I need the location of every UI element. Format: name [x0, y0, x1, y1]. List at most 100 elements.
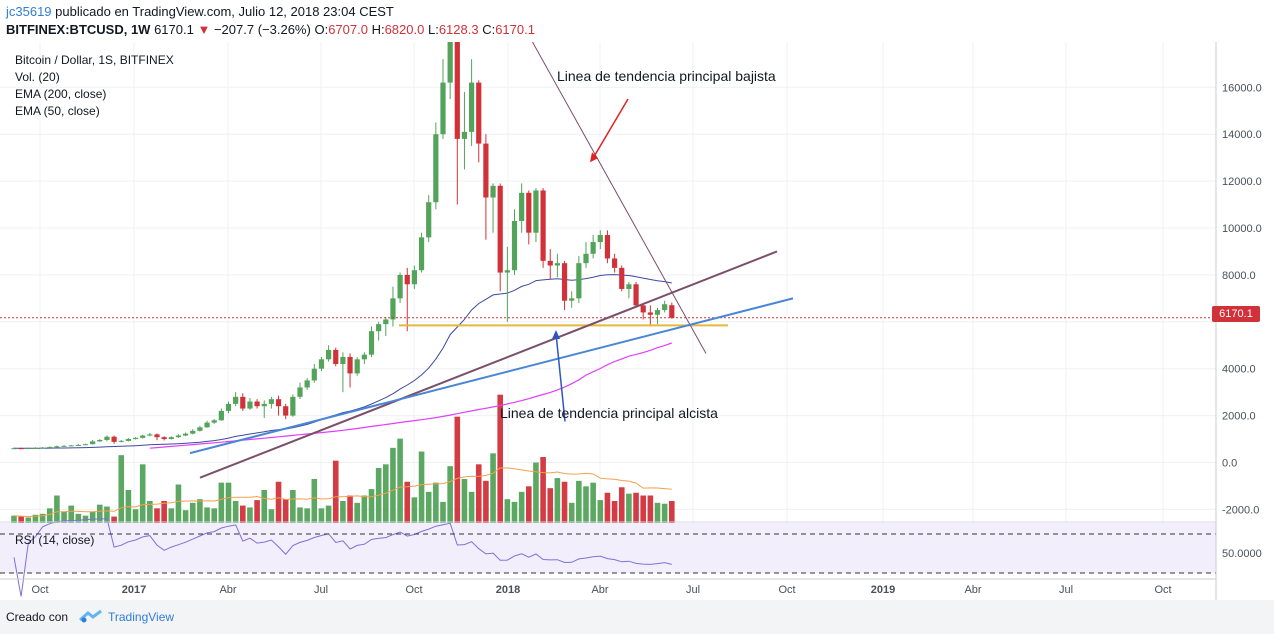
candle [626, 281, 632, 299]
volume-bar [475, 464, 482, 523]
candle [511, 209, 518, 275]
candle [547, 249, 553, 280]
candle-body [318, 359, 325, 369]
candle-body [404, 274, 410, 285]
volume-bar [54, 495, 60, 523]
candle-body [504, 270, 510, 273]
tradingview-link[interactable]: TradingView [108, 610, 175, 624]
candle-body [540, 190, 546, 261]
candle [662, 300, 668, 313]
candle-body [211, 420, 217, 423]
candle [504, 246, 510, 322]
candle [612, 253, 618, 273]
candle-body [40, 447, 46, 449]
candle-body [140, 435, 146, 438]
candle-body [433, 134, 439, 203]
chart-area[interactable]: Linea de tendencia principal bajista Line… [0, 0, 1274, 600]
bearish-annotation: Linea de tendencia principal bajista [557, 68, 776, 84]
candle [583, 242, 589, 268]
x-tick-label: Jul [686, 584, 700, 596]
volume-bar [454, 416, 461, 523]
last-price-tag: 6170.1 [1212, 306, 1260, 322]
candle-body [347, 356, 353, 374]
candle-body [190, 430, 196, 434]
candle-body [533, 190, 539, 233]
candle-body [175, 435, 182, 438]
price-chart[interactable]: Linea de tendencia principal bajista Line… [0, 0, 1274, 600]
candle-body [354, 359, 360, 374]
volume-bar [561, 481, 568, 523]
candle [426, 195, 432, 243]
symbol-line: BITFINEX:BTCUSD, 1W 6170.1 ▼ −207.7 (−3.… [6, 22, 535, 37]
candle-body [183, 433, 189, 436]
candle [340, 352, 346, 393]
candle-body [204, 422, 210, 428]
candle-body [297, 387, 303, 397]
y-tick-label: 0.0 [1222, 458, 1237, 470]
candle [147, 432, 153, 437]
volume-bar [111, 516, 117, 523]
y-tick-label: 10000.0 [1222, 223, 1262, 235]
candle-body [640, 305, 646, 313]
volume-bar [182, 510, 189, 523]
volume-bar [325, 505, 332, 523]
legend-symbol: Bitcoin / Dollar, 1S, BITFINEX [15, 53, 174, 67]
candle [18, 447, 24, 450]
candle-body [75, 444, 81, 446]
candle-body [604, 235, 611, 259]
y-tick-label: -2000.0 [1222, 504, 1259, 516]
candle-body [547, 260, 553, 266]
candle-body [47, 447, 53, 449]
candle [561, 260, 568, 311]
candle [82, 443, 89, 446]
volume-bar [132, 509, 139, 523]
created-with-label: Creado con [6, 610, 69, 624]
x-tick-label: Jul [314, 584, 328, 596]
candle-body [233, 396, 239, 404]
candle-body [361, 354, 367, 360]
x-tick-label: Oct [31, 584, 48, 596]
candle [361, 352, 367, 365]
volume-bar [597, 500, 604, 523]
candle [118, 439, 124, 443]
volume-bar [154, 508, 160, 523]
candle-body [612, 258, 618, 268]
candle-body [519, 192, 525, 221]
candle-body [68, 445, 74, 447]
candle [261, 400, 267, 418]
volume-bar [433, 482, 439, 523]
candle [304, 378, 310, 390]
candle-body [311, 368, 317, 381]
volume-bar [618, 487, 625, 523]
volume-bar [39, 513, 46, 523]
volume-bar [268, 509, 275, 523]
candle [225, 401, 232, 414]
candle-body [426, 202, 432, 238]
candle-body [418, 237, 425, 271]
volume-bar [568, 502, 575, 523]
candle [75, 443, 81, 446]
volume-bar [490, 453, 496, 523]
candle-body [240, 396, 246, 409]
volume-bar [139, 464, 146, 523]
x-tick-label: Oct [778, 584, 795, 596]
ohlc-high: H:6820.0 [371, 22, 425, 37]
volume-bar [397, 438, 403, 523]
volume-bar [526, 486, 532, 523]
author-link[interactable]: jc35619 [6, 4, 52, 19]
candle-body [132, 437, 139, 440]
candle-body [526, 192, 532, 233]
candle-body [662, 304, 668, 311]
candle [497, 183, 503, 292]
volume-bar [46, 508, 53, 523]
rsi-band [0, 523, 1216, 573]
candle [390, 286, 396, 327]
candle [168, 436, 174, 440]
candle-body [576, 263, 582, 299]
volume-bar [518, 491, 525, 523]
candle [654, 307, 661, 325]
candle [161, 436, 167, 441]
volume-bar [669, 501, 675, 523]
candle-body [647, 312, 653, 315]
candle [376, 321, 382, 341]
